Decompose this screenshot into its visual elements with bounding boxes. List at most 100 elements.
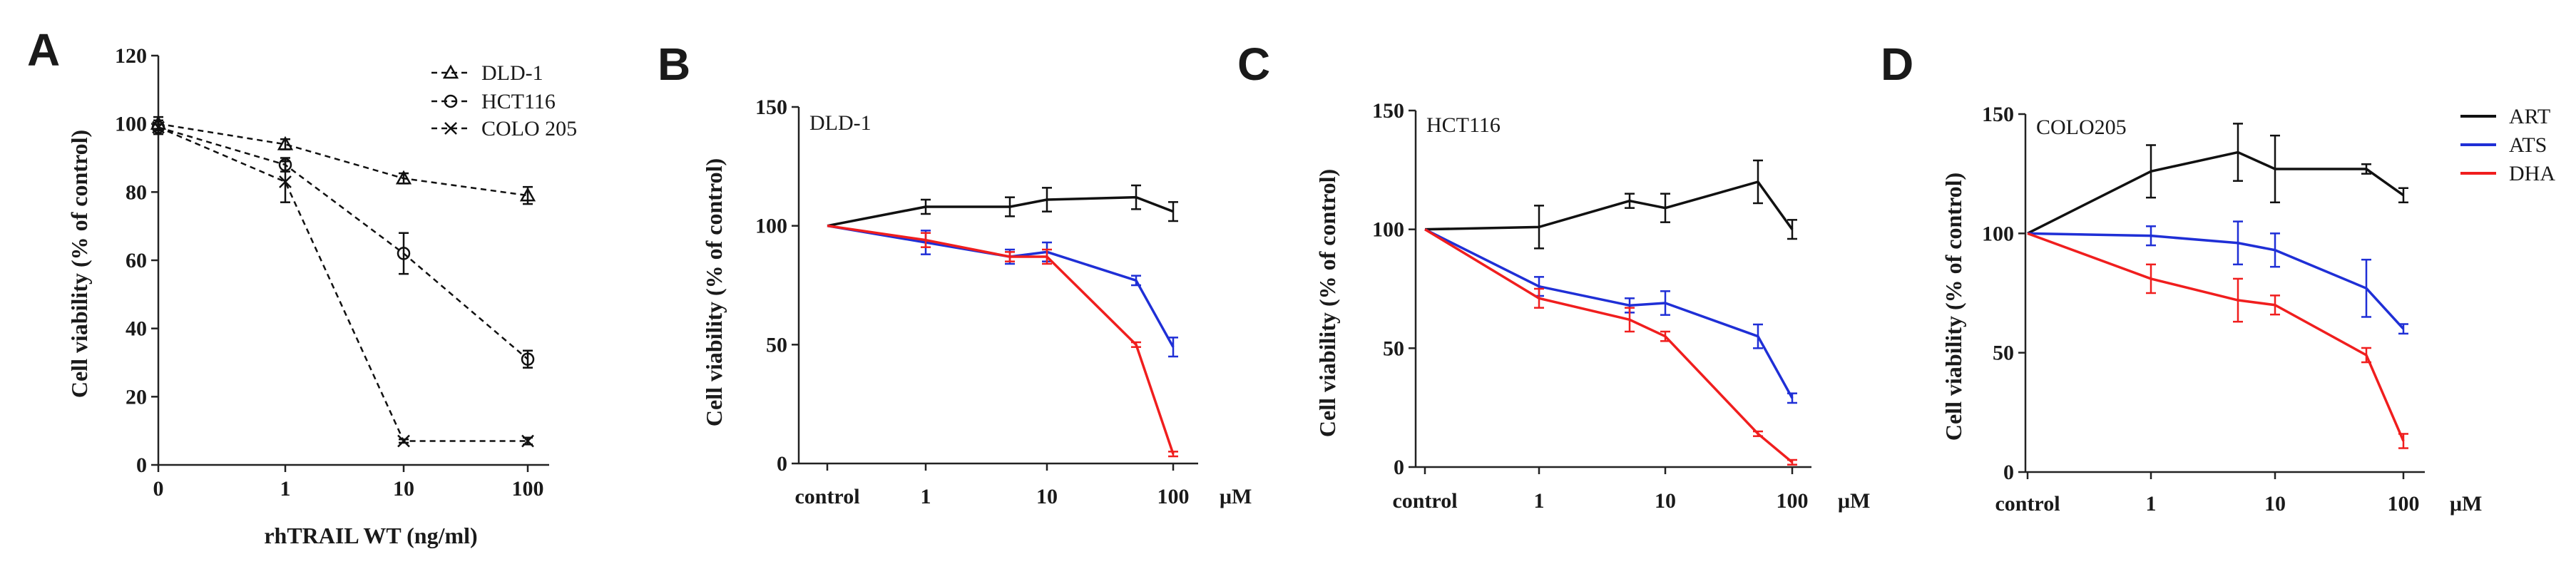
error-bar bbox=[1787, 392, 1797, 404]
data-point bbox=[152, 121, 165, 134]
y-tick-label: 100 bbox=[115, 113, 147, 136]
error-bar bbox=[921, 232, 931, 248]
error-bar bbox=[1042, 248, 1052, 265]
series-line-art bbox=[827, 195, 1174, 227]
panel-a-x-axis-title: rhTRAIL WT (ng/ml) bbox=[264, 523, 477, 548]
series-line-ats bbox=[1424, 228, 1794, 399]
legend-label: COLO 205 bbox=[481, 117, 577, 140]
series-dha bbox=[827, 224, 1178, 458]
x-tick-label: 0 bbox=[153, 477, 164, 501]
series-line-dha bbox=[1424, 228, 1794, 463]
x-tick-label: 10 bbox=[1655, 489, 1676, 513]
y-tick-label: 40 bbox=[126, 317, 147, 341]
x-tick-label: control bbox=[1392, 489, 1457, 513]
error-bar bbox=[2233, 277, 2243, 323]
panel-a-letter: A bbox=[27, 24, 60, 76]
x-tick-label: 10 bbox=[393, 477, 414, 501]
series-line-ats bbox=[2027, 232, 2405, 330]
error-bar bbox=[1787, 458, 1797, 466]
x-tick-label: 100 bbox=[1157, 485, 1190, 508]
error-bar bbox=[1168, 451, 1178, 458]
panel-d-letter: D bbox=[1881, 39, 1913, 90]
error-bar bbox=[2146, 225, 2156, 247]
series-line-hct116 bbox=[158, 126, 528, 360]
y-tick-label: 0 bbox=[1394, 456, 1404, 479]
legend-marker-stroke bbox=[444, 122, 457, 135]
y-tick-label: 120 bbox=[115, 44, 147, 68]
panel-c-unit-label: μM bbox=[1838, 489, 1870, 513]
data-point bbox=[521, 352, 535, 366]
x-tick-label: 1 bbox=[921, 485, 931, 508]
series-line-ats bbox=[827, 224, 1175, 348]
error-bar bbox=[2233, 123, 2243, 182]
error-bar bbox=[1660, 330, 1670, 342]
error-bar bbox=[1660, 193, 1670, 223]
error-bar bbox=[2146, 144, 2156, 199]
panel-b-unit-label: μM bbox=[1220, 485, 1252, 508]
legend-label: DHA bbox=[2509, 162, 2555, 185]
panel-d-y-axis-title: Cell viability (% of control) bbox=[1941, 173, 1966, 441]
y-tick-label: 80 bbox=[126, 180, 147, 204]
y-tick-label: 60 bbox=[126, 249, 147, 272]
error-bar bbox=[399, 232, 409, 275]
data-point bbox=[279, 175, 292, 188]
error-bar bbox=[2361, 163, 2371, 175]
panel-d-legend: ART ATS DHA bbox=[2460, 105, 2555, 185]
error-bar bbox=[1625, 307, 1635, 333]
panel-a-series bbox=[150, 116, 536, 448]
error-bar bbox=[1534, 287, 1544, 309]
error-bar bbox=[1131, 341, 1141, 348]
panel-d-y-ticks: 0 50 100 150 bbox=[1982, 103, 2025, 484]
series-line-dha bbox=[2027, 232, 2405, 442]
panel-b-series bbox=[827, 184, 1178, 458]
panel-b-x-ticks: control 1 10 100 bbox=[794, 463, 1190, 508]
panel-a: A Cell viability (% of control) 0 20 40 60 8… bbox=[27, 24, 577, 548]
series-line-colo-205 bbox=[158, 126, 528, 442]
data-point bbox=[397, 434, 410, 448]
panel-d-unit-label: μM bbox=[2450, 492, 2482, 516]
data-point bbox=[521, 434, 534, 448]
legend-marker bbox=[444, 94, 458, 108]
error-bar bbox=[921, 198, 931, 215]
error-bar bbox=[1168, 337, 1178, 358]
data-point bbox=[397, 247, 411, 260]
panel-a-x-ticks: 0 1 10 100 bbox=[153, 465, 544, 501]
panel-b-y-axis-title: Cell viability (% of control) bbox=[701, 158, 727, 426]
data-point-stroke bbox=[152, 121, 165, 134]
legend-marker bbox=[442, 64, 459, 79]
panel-b-y-ticks: 0 50 100 150 bbox=[755, 96, 799, 476]
x-tick-label: 1 bbox=[280, 477, 291, 501]
series-colo-205 bbox=[152, 119, 534, 448]
error-bar bbox=[2270, 232, 2280, 268]
x-tick-label: control bbox=[794, 485, 859, 508]
data-point bbox=[395, 170, 412, 185]
data-point bbox=[277, 135, 294, 150]
y-tick-label: 0 bbox=[136, 454, 147, 477]
error-bar bbox=[1660, 290, 1670, 316]
series-art bbox=[2027, 123, 2408, 235]
y-tick-label: 0 bbox=[2003, 461, 2014, 484]
legend-item-colo205: COLO 205 bbox=[431, 117, 577, 140]
y-tick-label: 50 bbox=[766, 333, 787, 357]
panel-b-letter: B bbox=[658, 39, 690, 90]
error-bar bbox=[1131, 275, 1141, 287]
error-bar bbox=[2270, 294, 2280, 316]
y-tick-label: 150 bbox=[1372, 99, 1404, 123]
panel-d-title: COLO205 bbox=[2036, 116, 2127, 139]
data-point-stroke bbox=[397, 434, 410, 448]
panel-d-x-ticks: control 1 10 100 bbox=[1995, 472, 2420, 516]
y-tick-label: 50 bbox=[1993, 342, 2014, 365]
error-bar bbox=[1005, 251, 1015, 262]
panel-c-letter: C bbox=[1237, 39, 1270, 90]
error-bar bbox=[1787, 219, 1797, 240]
error-bar bbox=[1753, 430, 1763, 437]
y-tick-label: 50 bbox=[1383, 337, 1404, 360]
y-tick-label: 100 bbox=[1982, 222, 2014, 245]
error-bar bbox=[1753, 159, 1763, 205]
legend-label: ATS bbox=[2509, 133, 2547, 157]
series-dha bbox=[2027, 232, 2408, 449]
error-bar bbox=[2398, 187, 2408, 204]
error-bar bbox=[1168, 201, 1178, 222]
data-point bbox=[519, 187, 536, 202]
